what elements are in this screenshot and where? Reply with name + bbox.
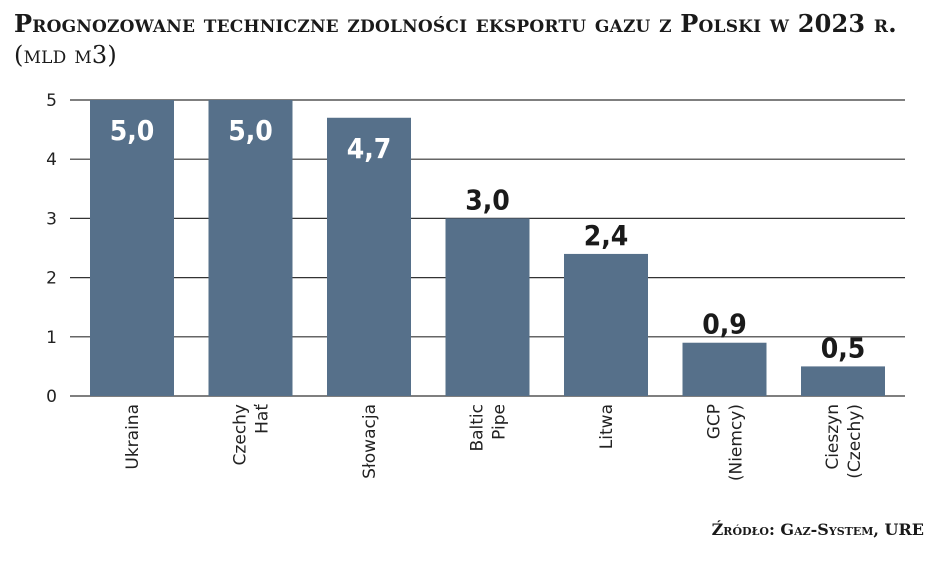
category-label-1: Ukraina [123,404,143,470]
category-label-2: Czechy Hať [231,404,273,466]
bar-3 [327,117,411,396]
category-label-line: Litwa [597,404,617,449]
value-label-4: 3,0 [465,183,510,216]
category-label-5: Litwa [597,404,617,449]
y-tick-label-5: 5 [46,91,57,111]
category-label-7: Cieszyn (Czechy) [823,404,865,479]
category-label-6: GCP (Niemcy) [705,404,747,481]
category-label-line: Cieszyn [823,404,843,470]
source-note: Źródło: Gaz-System, URE [711,520,924,539]
chart-title: Prognozowane techniczne zdolności ekspor… [14,8,934,71]
category-label-line: Hať [253,404,273,434]
category-label-3: Słowacja [360,404,380,479]
bar-1 [90,100,174,396]
category-label-line: Baltic [468,404,488,452]
title-unit: (mld m3) [14,41,117,69]
category-label-4: Baltic Pipe [468,404,510,452]
value-label-2: 5,0 [228,114,273,147]
y-tick-label-0: 0 [46,387,57,407]
y-tick-label-2: 2 [46,269,57,289]
bar-2 [208,100,293,396]
category-label-line: GCP [705,404,725,439]
bar-5 [564,253,648,396]
value-label-5: 2,4 [584,219,629,252]
bar-7 [801,366,885,396]
value-label-1: 5,0 [110,114,155,147]
bar-6 [682,342,767,396]
category-label-line: Ukraina [123,404,143,470]
bar-4 [445,218,530,396]
value-label-3: 4,7 [347,132,392,165]
category-label-line: Słowacja [360,404,380,479]
y-tick-label-4: 4 [46,150,57,170]
title-text: Prognozowane techniczne zdolności ekspor… [14,9,897,38]
value-label-6: 0,9 [702,308,747,341]
y-tick-label-3: 3 [46,209,57,229]
category-label-line: (Niemcy) [727,404,747,481]
category-label-line: (Czechy) [845,404,865,479]
value-label-7: 0,5 [821,331,866,364]
y-tick-label-1: 1 [46,328,57,348]
category-label-line: Czechy [231,404,251,465]
category-label-line: Pipe [490,404,510,440]
